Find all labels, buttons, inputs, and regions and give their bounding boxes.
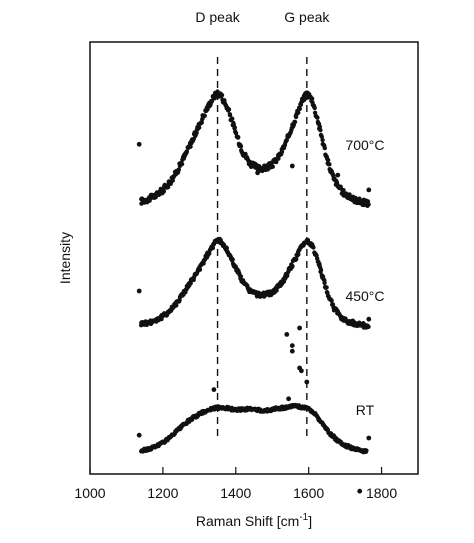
- data-point: [207, 251, 212, 256]
- data-point: [211, 387, 217, 392]
- x-tick-label: 1400: [220, 485, 251, 501]
- data-point: [304, 379, 310, 385]
- x-tick-label: 1600: [293, 485, 324, 501]
- data-point: [325, 157, 331, 163]
- data-point: [320, 137, 325, 143]
- reference-line-label: G peak: [284, 9, 330, 25]
- series-1: 450°C: [136, 236, 385, 392]
- data-point: [297, 325, 302, 331]
- data-point: [161, 189, 167, 194]
- data-point: [322, 145, 327, 151]
- data-point: [297, 106, 302, 112]
- data-point: [357, 488, 363, 494]
- data-point: [188, 144, 193, 149]
- data-point: [366, 202, 371, 207]
- series-label: RT: [356, 402, 375, 418]
- data-point: [210, 245, 216, 251]
- data-point: [364, 448, 369, 453]
- data-point: [238, 144, 244, 149]
- data-point: [136, 288, 142, 294]
- data-point: [357, 196, 362, 201]
- data-point: [196, 125, 202, 130]
- data-point: [227, 113, 233, 118]
- data-point: [233, 131, 239, 136]
- data-point: [311, 245, 316, 250]
- data-point: [296, 252, 301, 257]
- data-point: [366, 324, 371, 329]
- data-point: [279, 149, 285, 154]
- data-point: [366, 316, 372, 322]
- data-point: [309, 96, 315, 101]
- data-point: [366, 435, 372, 441]
- data-point: [289, 348, 295, 354]
- data-point: [366, 187, 372, 193]
- data-point: [341, 188, 346, 193]
- data-point: [274, 288, 279, 293]
- x-tick-label: 1200: [147, 485, 178, 501]
- data-point: [224, 246, 229, 251]
- data-point: [317, 124, 322, 129]
- data-point: [176, 167, 181, 172]
- data-point: [319, 134, 324, 139]
- data-point: [292, 119, 298, 125]
- data-point: [184, 149, 189, 154]
- series-label: 700°C: [345, 137, 384, 153]
- y-axis-label: Intensity: [57, 232, 73, 284]
- data-point: [202, 113, 207, 119]
- data-point: [335, 172, 341, 178]
- data-series: 700°C 450°C RT: [136, 89, 385, 494]
- data-point: [219, 92, 225, 98]
- data-point: [270, 164, 275, 169]
- reference-lines: D peak G peak: [195, 9, 330, 438]
- data-point: [136, 432, 142, 438]
- data-point: [174, 303, 179, 308]
- x-tick-label: 1800: [366, 485, 397, 501]
- series-label: 450°C: [345, 288, 384, 304]
- data-point: [230, 116, 235, 121]
- data-point: [289, 163, 295, 169]
- data-point: [289, 343, 295, 348]
- data-point: [230, 257, 235, 262]
- data-point: [188, 281, 193, 286]
- data-point: [299, 368, 304, 374]
- data-point: [243, 151, 248, 157]
- data-point: [238, 274, 244, 279]
- data-point: [290, 263, 295, 269]
- data-point: [318, 267, 324, 273]
- reference-line-label: D peak: [195, 9, 240, 25]
- data-point: [179, 161, 185, 167]
- data-point: [312, 105, 317, 111]
- data-point: [284, 137, 289, 143]
- series-0: 700°C: [136, 89, 385, 208]
- data-point: [296, 110, 301, 115]
- data-point: [232, 125, 237, 130]
- data-point: [327, 162, 332, 167]
- data-point: [255, 170, 260, 176]
- data-point: [294, 257, 299, 262]
- series-2: RT: [136, 332, 375, 494]
- data-point: [322, 280, 327, 286]
- data-point: [197, 267, 203, 272]
- x-tick-label: 1000: [74, 485, 105, 501]
- data-point: [286, 396, 291, 402]
- data-point: [226, 107, 232, 112]
- data-point: [136, 141, 142, 147]
- x-axis-label: Raman Shift [cm-1]: [196, 512, 312, 529]
- data-point: [318, 127, 323, 133]
- data-point: [324, 285, 329, 290]
- data-point: [285, 273, 290, 278]
- data-point: [315, 115, 320, 120]
- x-axis: 1000 1200 1400 1600 1800: [74, 467, 397, 501]
- data-point: [236, 135, 241, 140]
- data-point: [284, 332, 290, 337]
- data-point: [329, 298, 334, 303]
- plot-frame: [89, 41, 419, 475]
- data-point: [199, 120, 204, 125]
- data-point: [347, 192, 352, 197]
